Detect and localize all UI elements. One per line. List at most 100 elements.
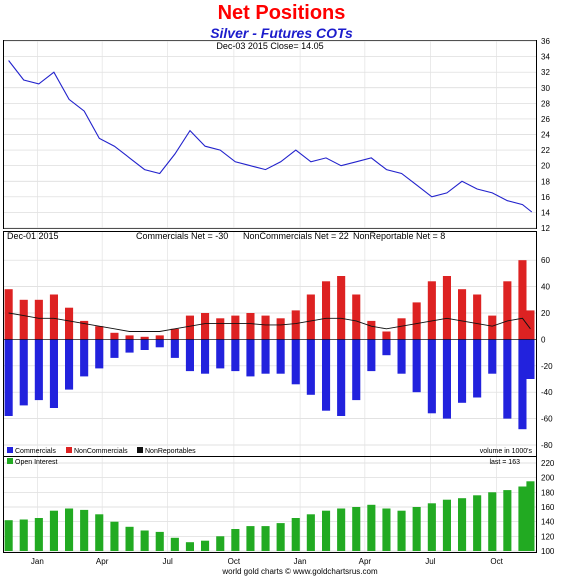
open-interest-bar (140, 530, 149, 551)
month-tick-label: Jul (163, 557, 173, 566)
commercials-bar (458, 339, 467, 403)
commercials-bar (473, 339, 482, 398)
commercials-bar (322, 339, 331, 411)
noncommercials-bar (526, 310, 535, 340)
oi-tick-label: 120 (541, 532, 555, 541)
commercials-bar (352, 339, 361, 401)
commercials-bar (65, 339, 74, 390)
noncommercials-net-label: NonCommercials Net = 22 (243, 231, 349, 241)
open-interest-bar (216, 536, 225, 551)
price-series (8, 60, 533, 213)
commercials-bar (367, 339, 376, 372)
noncommercials-bar (80, 320, 89, 340)
legend-commercials: Commercials (15, 448, 56, 455)
open-interest-bar (125, 526, 134, 551)
open-interest-bar (488, 492, 497, 551)
noncommercials-bar (458, 289, 467, 340)
noncommercials-bar (231, 315, 240, 340)
noncommercials-bar (352, 294, 361, 340)
net-tick-label: -60 (541, 415, 553, 424)
chart-subtitle: Silver - Futures COTs (210, 25, 353, 41)
noncommercials-bar (34, 299, 43, 340)
nonreportable-net-label: NonReportable Net = 8 (353, 231, 445, 241)
month-tick-label: Jan (31, 557, 44, 566)
commercials-bar (125, 339, 134, 353)
open-interest-bar (231, 529, 240, 551)
net-tick-label: 60 (541, 256, 550, 265)
open-interest-bar (110, 521, 119, 551)
commercials-bar (49, 339, 58, 408)
price-tick-label: 14 (541, 208, 550, 217)
net-tick-label: -40 (541, 388, 553, 397)
commercials-bar (95, 339, 104, 369)
open-interest-bar (306, 514, 315, 551)
net-tick-label: -80 (541, 441, 553, 450)
oi-tick-label: 160 (541, 503, 555, 512)
noncommercials-bar (185, 315, 194, 340)
noncommercials-bar (518, 260, 527, 340)
commercials-bar (185, 339, 194, 372)
month-tick-label: Jan (294, 557, 307, 566)
last-value-label: last = 163 (489, 459, 520, 466)
noncommercials-bar (306, 294, 315, 340)
open-interest-bar (442, 499, 451, 551)
legend-nonreportables-swatch (137, 447, 143, 453)
price-tick-label: 18 (541, 177, 550, 186)
commercials-bar (246, 339, 255, 377)
legend-commercials-swatch (7, 447, 13, 453)
open-interest-bar (337, 508, 346, 551)
noncommercials-bar (412, 302, 421, 340)
noncommercials-bar (442, 276, 451, 340)
commercials-bar (4, 339, 13, 416)
commercials-bar (19, 339, 28, 406)
noncommercials-bar (367, 320, 376, 340)
commercials-bar (518, 339, 527, 430)
commercials-bar (80, 339, 89, 377)
noncommercials-bar (110, 332, 119, 340)
open-interest-bar (397, 510, 406, 551)
legend-noncommercials-swatch (66, 447, 72, 453)
legend-open-interest-swatch (7, 458, 13, 464)
open-interest-bar (473, 495, 482, 551)
open-interest-bar (170, 537, 179, 551)
noncommercials-bar (95, 326, 104, 340)
net-date-label: Dec-01 2015 (7, 231, 59, 241)
legend-open-interest: Open Interest (15, 459, 57, 466)
commercials-bar (503, 339, 512, 419)
open-interest-bar (382, 508, 391, 551)
month-tick-label: Oct (228, 557, 241, 566)
open-interest-bar (185, 542, 194, 551)
open-interest-bar (518, 486, 527, 551)
price-tick-label: 24 (541, 131, 550, 140)
open-interest-bar (458, 498, 467, 551)
noncommercials-bar (170, 328, 179, 340)
noncommercials-bar (261, 315, 270, 340)
commercials-bar (397, 339, 406, 374)
open-interest-bar (95, 514, 104, 551)
commercials-bar (306, 339, 315, 395)
commercials-bar (412, 339, 421, 393)
open-interest-bar (34, 518, 43, 551)
price-info: Dec-03 2015 Close= 14.05 (216, 41, 323, 51)
noncommercials-bar (503, 281, 512, 340)
price-tick-label: 34 (541, 53, 550, 62)
open-interest-bar (201, 540, 210, 551)
oi-tick-label: 100 (541, 547, 555, 556)
oi-tick-label: 140 (541, 518, 555, 527)
chart-title: Net Positions (217, 2, 346, 24)
month-tick-label: Oct (490, 557, 503, 566)
open-interest-bar (19, 519, 28, 551)
noncommercials-bar (49, 294, 58, 340)
noncommercials-bar (155, 335, 164, 340)
nonreportables-line (8, 312, 531, 332)
open-interest-bar (503, 490, 512, 551)
open-interest-bar (65, 508, 74, 551)
price-tick-label: 22 (541, 146, 550, 155)
open-interest-bar (322, 510, 331, 551)
noncommercials-bar (201, 313, 210, 340)
price-tick-label: 16 (541, 193, 550, 202)
open-interest-bar (155, 531, 164, 551)
open-interest-bar (49, 510, 58, 551)
noncommercials-bar (291, 310, 300, 340)
